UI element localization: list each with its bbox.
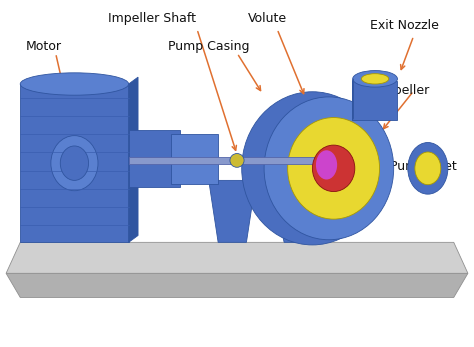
Ellipse shape <box>361 74 389 84</box>
Text: Pump Inlet: Pump Inlet <box>390 160 456 173</box>
Polygon shape <box>6 273 468 297</box>
Text: Exit Nozzle: Exit Nozzle <box>370 19 439 32</box>
Polygon shape <box>6 242 468 273</box>
Ellipse shape <box>415 152 441 185</box>
Ellipse shape <box>353 70 398 87</box>
Text: Impeller: Impeller <box>379 84 430 98</box>
Ellipse shape <box>316 150 337 179</box>
Text: Impeller Shaft: Impeller Shaft <box>108 12 196 25</box>
Polygon shape <box>128 77 138 242</box>
Text: Motor: Motor <box>26 40 62 53</box>
Ellipse shape <box>312 145 355 192</box>
Ellipse shape <box>230 153 244 167</box>
Polygon shape <box>275 197 322 242</box>
Polygon shape <box>20 84 128 242</box>
Bar <box>353 81 397 120</box>
Ellipse shape <box>51 136 98 191</box>
Bar <box>128 156 331 164</box>
Bar <box>128 130 181 187</box>
Ellipse shape <box>264 97 394 240</box>
Ellipse shape <box>242 92 383 245</box>
Ellipse shape <box>288 118 380 219</box>
Text: Pump Casing: Pump Casing <box>168 40 249 53</box>
Text: Volute: Volute <box>248 12 287 25</box>
Polygon shape <box>353 79 354 120</box>
Ellipse shape <box>20 73 128 95</box>
Polygon shape <box>209 180 256 242</box>
Bar <box>171 134 218 184</box>
Ellipse shape <box>60 146 89 180</box>
Ellipse shape <box>408 143 448 194</box>
